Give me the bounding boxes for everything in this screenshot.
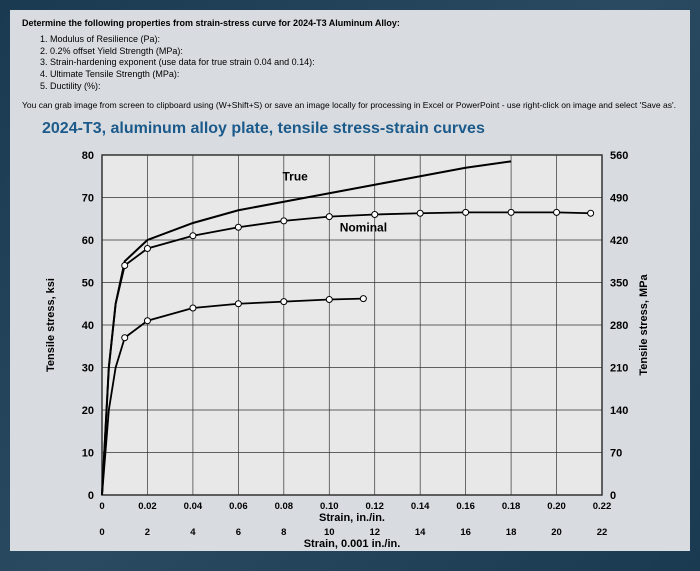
svg-text:0.16: 0.16 xyxy=(456,501,475,512)
svg-text:210: 210 xyxy=(610,363,628,375)
svg-text:Strain, 0.001 in./in.: Strain, 0.001 in./in. xyxy=(304,538,401,550)
svg-text:350: 350 xyxy=(610,278,628,290)
list-item: 3. Strain-hardening exponent (use data f… xyxy=(40,57,678,69)
svg-text:22: 22 xyxy=(597,527,608,538)
svg-text:0.10: 0.10 xyxy=(320,501,339,512)
svg-text:80: 80 xyxy=(82,150,94,162)
svg-text:6: 6 xyxy=(236,527,241,538)
list-item: 2. 0.2% offset Yield Strength (MPa): xyxy=(40,46,678,58)
svg-text:50: 50 xyxy=(82,278,94,290)
svg-text:2: 2 xyxy=(145,527,150,538)
svg-text:10: 10 xyxy=(82,448,94,460)
stress-strain-chart: TrueNominal01020304050607080070140210280… xyxy=(32,140,672,560)
svg-text:70: 70 xyxy=(82,193,94,205)
svg-text:0: 0 xyxy=(88,490,94,502)
svg-text:8: 8 xyxy=(281,527,286,538)
property-list: 1. Modulus of Resilience (Pa): 2. 0.2% o… xyxy=(40,34,678,92)
svg-text:0.18: 0.18 xyxy=(502,501,521,512)
svg-text:Tensile stress, MPa: Tensile stress, MPa xyxy=(638,274,650,376)
chart-title: 2024-T3, aluminum alloy plate, tensile s… xyxy=(42,120,678,138)
intro-text: Determine the following properties from … xyxy=(22,18,678,28)
svg-text:70: 70 xyxy=(610,448,622,460)
svg-text:40: 40 xyxy=(82,320,94,332)
svg-text:0: 0 xyxy=(99,501,104,512)
svg-text:30: 30 xyxy=(82,363,94,375)
svg-text:18: 18 xyxy=(506,527,517,538)
svg-text:0.22: 0.22 xyxy=(593,501,612,512)
svg-text:12: 12 xyxy=(369,527,380,538)
svg-text:Nominal: Nominal xyxy=(340,221,387,235)
svg-text:280: 280 xyxy=(610,320,628,332)
svg-text:Strain, in./in.: Strain, in./in. xyxy=(319,512,385,524)
svg-text:0: 0 xyxy=(99,527,104,538)
svg-text:Tensile stress, ksi: Tensile stress, ksi xyxy=(45,278,57,372)
svg-text:True: True xyxy=(283,170,309,184)
svg-text:10: 10 xyxy=(324,527,335,538)
svg-text:560: 560 xyxy=(610,150,628,162)
svg-text:20: 20 xyxy=(82,405,94,417)
svg-text:0.06: 0.06 xyxy=(229,501,248,512)
instruction-text: You can grab image from screen to clipbo… xyxy=(22,100,678,110)
list-item: 1. Modulus of Resilience (Pa): xyxy=(40,34,678,46)
svg-text:60: 60 xyxy=(82,235,94,247)
svg-text:14: 14 xyxy=(415,527,426,538)
svg-text:490: 490 xyxy=(610,193,628,205)
svg-text:16: 16 xyxy=(460,527,471,538)
svg-text:420: 420 xyxy=(610,235,628,247)
svg-text:140: 140 xyxy=(610,405,628,417)
list-item: 5. Ductility (%): xyxy=(40,81,678,93)
svg-text:4: 4 xyxy=(190,527,196,538)
svg-text:0.20: 0.20 xyxy=(547,501,566,512)
svg-text:0.12: 0.12 xyxy=(365,501,384,512)
svg-text:20: 20 xyxy=(551,527,562,538)
svg-text:0.02: 0.02 xyxy=(138,501,157,512)
list-item: 4. Ultimate Tensile Strength (MPa): xyxy=(40,69,678,81)
svg-text:0.08: 0.08 xyxy=(275,501,294,512)
svg-text:0.14: 0.14 xyxy=(411,501,430,512)
svg-text:0.04: 0.04 xyxy=(184,501,203,512)
